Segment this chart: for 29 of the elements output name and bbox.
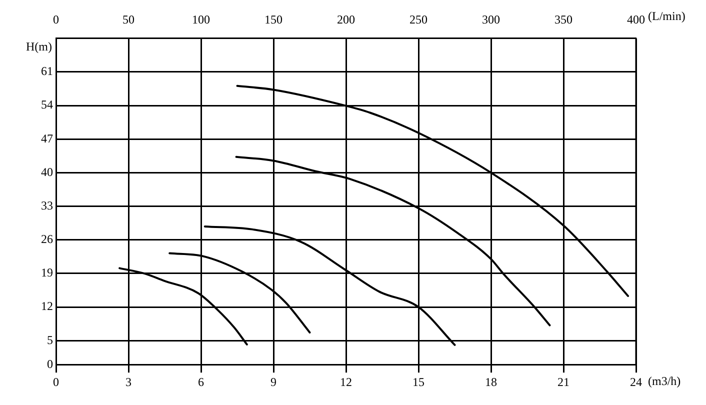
x2-tick-label: 150 [264,12,282,26]
y-tick-label: 0 [47,356,53,371]
y-tick-label: 26 [41,232,53,246]
x-tick-label: 18 [485,374,497,389]
x2-tick-label: 50 [122,12,134,26]
y-tick-label: 40 [41,164,53,179]
y-tick-label: 54 [41,98,53,112]
y-tick-label: 47 [41,131,53,146]
x-tick-label: 9 [270,374,276,389]
x-tick-label: 12 [340,374,352,389]
x-tick-label: 15 [412,374,424,389]
x2-axis-title: (L/min) [648,9,686,24]
x-tick-label: 24 [630,374,642,389]
x2-tick-label: 200 [337,12,355,26]
x-axis-title: (m3/h) [648,374,681,388]
y-tick-label: 5 [47,332,53,347]
y-tick-label: 33 [41,198,53,212]
y-axis-title: H(m) [26,40,52,54]
x-tick-label: 21 [558,374,570,389]
x2-tick-label: 400 [627,12,645,26]
y-tick-label: 61 [41,64,53,78]
x2-tick-label: 100 [192,12,210,26]
x-tick-label: 3 [126,374,132,389]
x2-tick-label: 300 [482,12,500,26]
x-tick-label: 6 [198,374,204,389]
x2-tick-label: 250 [410,12,428,26]
y-tick-label: 19 [41,266,53,280]
x2-tick-label: 350 [554,12,572,26]
y-tick-label: 12 [41,299,53,314]
